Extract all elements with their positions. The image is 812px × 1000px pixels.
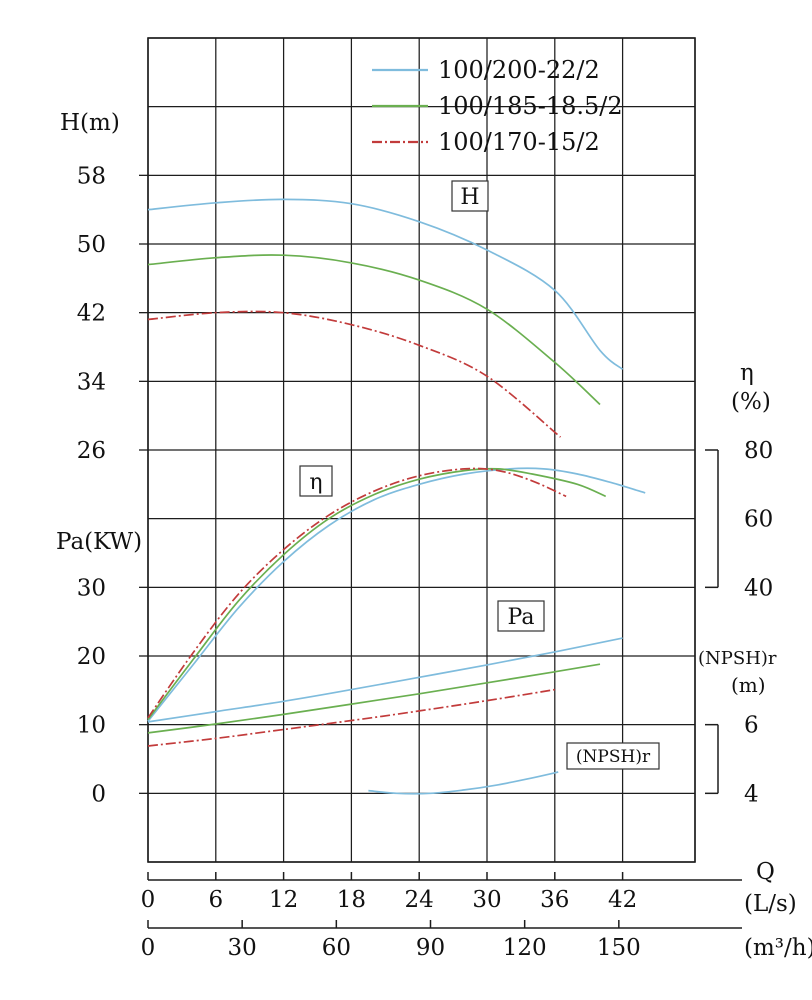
eta-bracket (705, 449, 719, 589)
q-axis-title: Q (756, 859, 775, 885)
q-tick-label-m3h: 0 (141, 935, 156, 961)
q-tick-label-ls: 18 (337, 887, 366, 913)
curve-eta-100-185-18.5-2 (147, 467, 607, 721)
npsh-bracket (705, 723, 719, 795)
eta-axis-unit: (%) (731, 389, 771, 415)
annotation-pa-curve-label: Pa (497, 600, 545, 632)
pa-curve-label-text: Pa (508, 605, 535, 630)
curve-H-100-185-18.5-2 (147, 254, 601, 406)
q-tick-label-m3h: 90 (416, 935, 445, 961)
npsh-tick-label: 6 (744, 713, 759, 739)
h-curve-label-text: H (460, 185, 479, 210)
legend-label: 100/200-22/2 (438, 56, 600, 84)
npsh-axis-title: (NPSH)r (698, 648, 777, 669)
q-tick-label-ls: 6 (208, 887, 223, 913)
legend-label: 100/185-18.5/2 (438, 92, 623, 120)
curve-eta-100-170-15-2 (147, 467, 567, 719)
annotation-npshr-curve-label: (NPSH)r (566, 742, 660, 770)
h-tick-label: 58 (77, 163, 106, 189)
curve-Pa-100-200-22-2 (147, 637, 623, 723)
curve-H-100-170-15-2 (147, 310, 562, 438)
h-tick-label: 50 (77, 232, 106, 258)
q-tick-label-m3h: 30 (228, 935, 257, 961)
curve-eta-100-200-22-2 (147, 467, 646, 722)
eta-tick-label: 40 (744, 575, 773, 601)
q-tick-label-ls: 12 (269, 887, 298, 913)
eta-curve-label-box (299, 465, 333, 497)
h-tick-label: 26 (77, 438, 106, 464)
npshr-curve-label-box (566, 742, 660, 770)
q-tick-label-ls: 24 (405, 887, 434, 913)
eta-tick-label: 60 (744, 507, 773, 533)
q-tick-label-ls: 0 (141, 887, 156, 913)
q-tick-label-ls: 36 (540, 887, 569, 913)
curves (147, 198, 646, 795)
plot-grid (147, 37, 696, 863)
curve-Pa-100-170-15-2 (147, 688, 555, 747)
q-axis-unit-m3h: (m³/h) (744, 935, 812, 961)
pa-curve-label-box (497, 600, 545, 632)
pa-tick-label: 30 (77, 575, 106, 601)
h-axis-title: H(m) (60, 110, 120, 136)
q-tick-label-m3h: 150 (597, 935, 641, 961)
legend: 100/200-22/2 100/185-18.5/2 100/170-15/2 (372, 56, 623, 156)
pa-axis-title: Pa(KW) (56, 529, 142, 555)
legend-label: 100/170-15/2 (438, 128, 600, 156)
q-tick-label-m3h: 120 (503, 935, 547, 961)
npshr-curve-label-text: (NPSH)r (576, 747, 651, 767)
pa-tick-label: 20 (77, 644, 106, 670)
annotation-eta-curve-label: η (299, 465, 333, 497)
q-axes (147, 872, 742, 929)
h-curve-label-box (451, 180, 489, 212)
curve-H-100-200-22-2 (147, 198, 624, 370)
eta-tick-label: 80 (744, 438, 773, 464)
pa-tick-label: 0 (91, 781, 106, 807)
eta-curve-label-text: η (309, 470, 322, 495)
curve-Pa-100-185-18.5-2 (147, 663, 601, 734)
q-tick-label-ls: 30 (472, 887, 501, 913)
h-tick-label: 34 (77, 369, 106, 395)
curve-NPSHr-100-200-22-2 (368, 771, 559, 795)
q-tick-label-ls: 42 (608, 887, 637, 913)
eta-axis-title: η (740, 360, 754, 386)
npsh-axis-unit: (m) (731, 673, 766, 697)
q-tick-label-m3h: 60 (322, 935, 351, 961)
annotation-h-curve-label: H (451, 180, 489, 212)
h-tick-label: 42 (77, 301, 106, 327)
npsh-tick-label: 4 (744, 781, 759, 807)
q-axis-unit-ls: (L/s) (744, 891, 797, 917)
pa-tick-label: 10 (77, 713, 106, 739)
axis-labels: H(m)5850423426Pa(KW)3020100η(%)806040(NP… (56, 110, 812, 961)
